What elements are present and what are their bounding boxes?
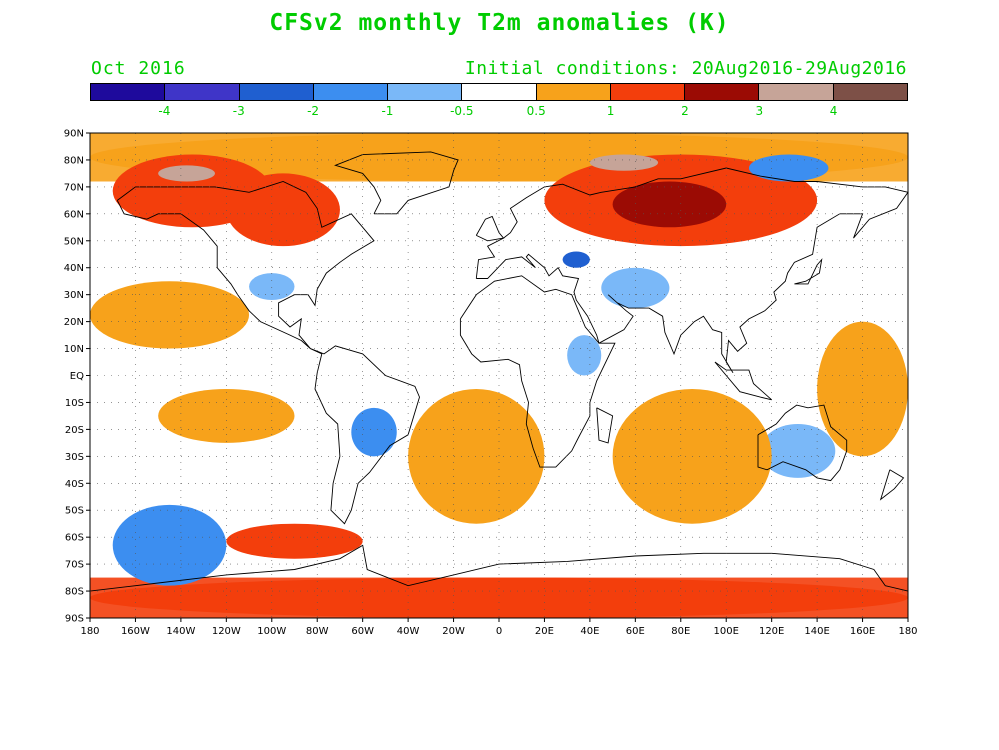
legend-label: 0.5 — [526, 104, 546, 118]
lat-label: 20N — [64, 317, 84, 328]
anomaly-siberia-core — [612, 181, 727, 228]
anomaly-south-atlantic-warm — [408, 388, 545, 524]
coastline — [459, 275, 616, 468]
legend-swatch — [462, 84, 537, 100]
lat-label: 50N — [64, 236, 84, 247]
lat-label: 40S — [65, 479, 84, 490]
legend-swatch — [610, 84, 686, 100]
chart-title: CFSv2 monthly T2m anomalies (K) — [269, 10, 730, 36]
legend-swatch — [165, 84, 240, 100]
lat-label: 30S — [65, 452, 84, 463]
anomaly-north-pacific-warm — [89, 281, 250, 349]
coastline — [475, 167, 909, 374]
lon-label: 20E — [535, 626, 554, 637]
anomaly-w-pacific-warm — [817, 321, 908, 457]
lon-label: 40E — [580, 626, 599, 637]
legend-swatch — [536, 84, 611, 100]
lat-label: 90S — [65, 614, 84, 625]
lat-label: 10N — [64, 344, 84, 355]
legend-label: 2 — [681, 104, 689, 118]
lat-label: 30N — [64, 290, 84, 301]
anomaly-brazil-cold — [351, 407, 397, 457]
color-legend — [90, 83, 908, 101]
legend-swatch — [313, 84, 389, 100]
anomaly-beaufort-peak — [158, 165, 215, 182]
legend-label: -2 — [307, 104, 320, 118]
lat-label: 70S — [65, 560, 84, 571]
lon-label: 80E — [671, 626, 690, 637]
lat-label: 50S — [65, 506, 84, 517]
lat-label: EQ — [70, 371, 84, 382]
anomaly-east-siberian-cold — [748, 154, 829, 182]
lon-label: 40W — [397, 626, 420, 637]
legend-label: -0.5 — [450, 104, 474, 118]
anomaly-southern-ocean-warm — [226, 523, 363, 559]
lon-label: 100E — [714, 626, 739, 637]
lon-label: 120E — [759, 626, 784, 637]
coastline — [794, 258, 823, 285]
lon-label: 60W — [351, 626, 374, 637]
legend-label: 4 — [829, 104, 838, 118]
anomaly-australia-cold — [760, 424, 836, 478]
lat-label: 70N — [64, 182, 84, 193]
lat-label: 10S — [65, 398, 84, 409]
legend-swatch — [91, 84, 166, 100]
anomaly-canada-warm — [226, 173, 340, 247]
forecast-month: Oct 2016 — [91, 58, 186, 79]
coastline — [757, 404, 848, 482]
lon-label: 60E — [626, 626, 645, 637]
lon-label: 80W — [306, 626, 329, 637]
lat-label: 40N — [64, 263, 84, 274]
legend-label: -3 — [232, 104, 245, 118]
anomaly-black-sea-cold — [562, 251, 590, 268]
anomaly-east-africa-cold — [567, 335, 602, 376]
coastline — [89, 544, 909, 592]
legend-label: 3 — [755, 104, 764, 118]
anomaly-fields — [89, 133, 908, 619]
lat-label: 60S — [65, 533, 84, 544]
anomaly-antarctica-warm — [90, 577, 908, 619]
lon-label: 160E — [850, 626, 875, 637]
lon-label: 20W — [442, 626, 465, 637]
anomaly-usa-cold — [249, 273, 295, 301]
coastline — [475, 215, 505, 242]
lat-label: 90N — [64, 129, 84, 140]
lon-label: 120W — [212, 626, 241, 637]
initial-conditions: Initial conditions: 20Aug2016-29Aug2016 — [464, 58, 907, 79]
coastlines — [89, 151, 909, 592]
coastline — [879, 469, 905, 501]
coastline — [334, 151, 459, 215]
lon-label: 180 — [898, 626, 917, 637]
lon-label: 140W — [166, 626, 195, 637]
legend-swatch — [833, 84, 907, 100]
lon-label: 100W — [257, 626, 286, 637]
legend-label: -4 — [158, 104, 171, 118]
coastline — [596, 407, 614, 444]
legend-label: 1 — [606, 104, 615, 118]
anomaly-barents-peak — [589, 154, 659, 171]
lat-label: 60N — [64, 209, 84, 220]
lon-label: 0 — [496, 626, 502, 637]
lon-label: 160W — [121, 626, 150, 637]
lat-label: 80S — [65, 587, 84, 598]
lon-label: 140E — [804, 626, 829, 637]
legend-swatch — [239, 84, 314, 100]
lat-label: 80N — [64, 155, 84, 166]
legend-swatch — [759, 84, 834, 100]
legend-swatch — [685, 84, 760, 100]
legend-swatch — [388, 84, 463, 100]
anomaly-eq-pacific-warm — [158, 388, 295, 443]
lon-label: 180 — [80, 626, 99, 637]
lat-label: 20S — [65, 425, 84, 436]
coastline — [714, 361, 772, 401]
legend-label: -1 — [381, 104, 394, 118]
anomaly-south-pacific-cold — [112, 504, 227, 586]
coastline — [116, 181, 420, 525]
